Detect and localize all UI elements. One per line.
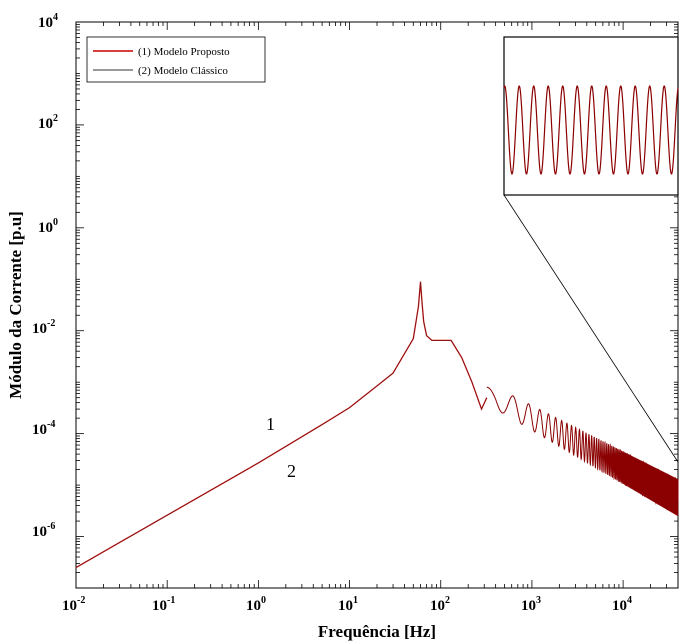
y-tick-label: 10-2 [32, 318, 55, 337]
legend: (1) Modelo Proposto (2) Modelo Clássico [86, 36, 266, 83]
y-tick-label: 10-4 [32, 419, 55, 438]
y-axis-title: Módulo da Corrente [p.u] [6, 211, 25, 399]
x-tick-label: 101 [338, 595, 358, 614]
y-tick-label: 100 [38, 217, 58, 236]
x-tick-label: 100 [246, 595, 266, 614]
x-tick-labels: 10-2 10-1 100 101 102 103 104 [62, 595, 632, 614]
zoom-inset [503, 36, 679, 463]
x-axis-title: Frequência [Hz] [318, 622, 436, 641]
series-line-modelo-classico [75, 281, 488, 568]
y-tick-label: 102 [38, 113, 58, 132]
x-tick-label: 10-1 [152, 595, 175, 614]
inset-curve [503, 85, 679, 175]
curve-annotation-1: 1 [266, 414, 275, 434]
y-tick-label: 10-6 [32, 521, 55, 540]
legend-label-series-1: (1) Modelo Proposto [138, 46, 230, 58]
inset-box [503, 36, 679, 196]
series-layer [75, 281, 679, 569]
x-tick-label: 10-2 [62, 595, 85, 614]
legend-box [86, 36, 266, 83]
inset-connector-line [503, 194, 679, 463]
y-tick-label: 104 [38, 12, 58, 31]
x-tick-label: 103 [521, 595, 541, 614]
oscillation-region [486, 386, 679, 516]
x-tick-label: 102 [430, 595, 450, 614]
legend-label-series-2: (2) Modelo Clássico [138, 65, 228, 77]
curve-annotation-2: 2 [287, 461, 296, 481]
y-tick-labels: 104 102 100 10-2 10-4 10-6 [32, 12, 58, 540]
x-tick-label: 104 [612, 595, 632, 614]
